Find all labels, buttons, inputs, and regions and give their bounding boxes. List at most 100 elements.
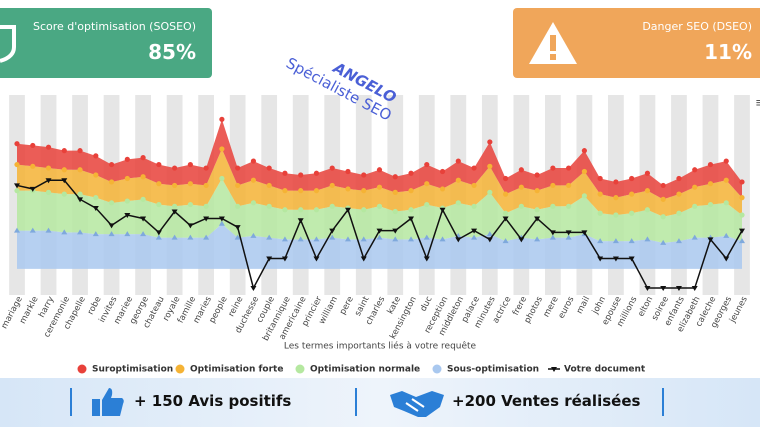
marker	[234, 234, 241, 240]
marker	[77, 167, 83, 173]
marker	[344, 236, 351, 242]
marker	[424, 181, 430, 187]
marker	[156, 201, 162, 208]
marker	[155, 234, 162, 240]
marker	[613, 179, 619, 185]
marker	[297, 218, 304, 224]
marker	[660, 182, 666, 189]
marker	[392, 236, 399, 242]
marker	[628, 238, 635, 244]
marker	[471, 228, 478, 234]
marker	[487, 163, 493, 169]
marker	[455, 158, 461, 164]
marker	[676, 210, 682, 216]
marker	[313, 188, 320, 194]
marker	[550, 165, 556, 171]
marker	[707, 237, 714, 243]
marker	[360, 256, 367, 262]
warning-icon	[529, 22, 577, 64]
marker	[329, 165, 335, 171]
marker	[203, 165, 209, 171]
marker	[597, 256, 604, 262]
marker	[471, 203, 477, 209]
marker	[61, 178, 68, 184]
marker	[502, 191, 509, 197]
marker	[660, 239, 667, 245]
marker	[156, 161, 162, 168]
marker	[282, 188, 288, 194]
marker	[692, 203, 698, 209]
marker	[486, 231, 493, 237]
marker	[723, 177, 729, 183]
area-band	[17, 178, 742, 243]
legend-item: Optimisation normale	[295, 364, 420, 375]
marker	[329, 203, 335, 209]
marker	[612, 238, 619, 244]
marker	[549, 230, 556, 236]
marker	[187, 161, 193, 168]
marker	[345, 186, 351, 192]
marker	[534, 188, 540, 194]
marker	[392, 174, 398, 180]
marker	[266, 182, 272, 189]
card-value: 85%	[148, 40, 196, 64]
marker	[45, 178, 52, 184]
card-label: Danger SEO (DSEO)	[642, 20, 752, 33]
marker	[203, 203, 209, 209]
marker	[45, 165, 52, 171]
marker	[644, 207, 651, 213]
marker	[172, 203, 178, 209]
marker	[45, 189, 52, 195]
marker	[518, 203, 524, 209]
marker	[644, 286, 651, 292]
marker	[77, 197, 84, 203]
marker	[424, 161, 430, 168]
banner-text: + 150 Avis positifs	[134, 392, 292, 410]
marker	[486, 237, 493, 243]
marker	[45, 144, 52, 150]
x-axis-label: Les termes importants liés à votre requê…	[284, 341, 477, 352]
marker	[739, 228, 745, 234]
marker	[77, 229, 84, 235]
shield-icon	[0, 25, 16, 63]
area-band	[17, 148, 742, 217]
menu-icon: ≡	[755, 96, 760, 110]
marker	[518, 167, 524, 173]
thumb-icon	[92, 388, 124, 416]
x-tick-label: mariage	[0, 295, 25, 331]
marker	[439, 168, 446, 175]
marker	[691, 234, 698, 240]
divider	[662, 388, 664, 416]
marker	[266, 165, 272, 171]
legend-label: Suroptimisation	[92, 365, 173, 375]
legend-swatch	[175, 364, 185, 374]
marker	[566, 165, 572, 171]
card-value: 11%	[704, 40, 752, 64]
marker	[392, 208, 398, 215]
marker	[675, 238, 682, 244]
marker	[93, 172, 99, 178]
marker	[108, 161, 115, 168]
marker	[502, 175, 509, 182]
marker	[534, 236, 541, 242]
marker	[108, 200, 115, 206]
legend-label: Optimisation normale	[310, 365, 420, 375]
marker	[313, 170, 320, 176]
marker	[235, 165, 241, 171]
marker	[14, 188, 20, 194]
marker	[155, 230, 162, 236]
marker	[108, 231, 115, 237]
marker	[502, 216, 509, 222]
marker	[502, 238, 509, 244]
marker	[691, 286, 698, 292]
marker	[629, 191, 635, 197]
marker	[660, 286, 667, 292]
banner-text: +200 Ventes réalisées	[452, 392, 641, 410]
marker	[660, 214, 666, 220]
marker	[439, 236, 446, 242]
marker	[329, 182, 335, 189]
marker	[408, 170, 414, 176]
marker	[455, 200, 461, 206]
marker	[376, 228, 383, 234]
marker	[408, 188, 414, 194]
